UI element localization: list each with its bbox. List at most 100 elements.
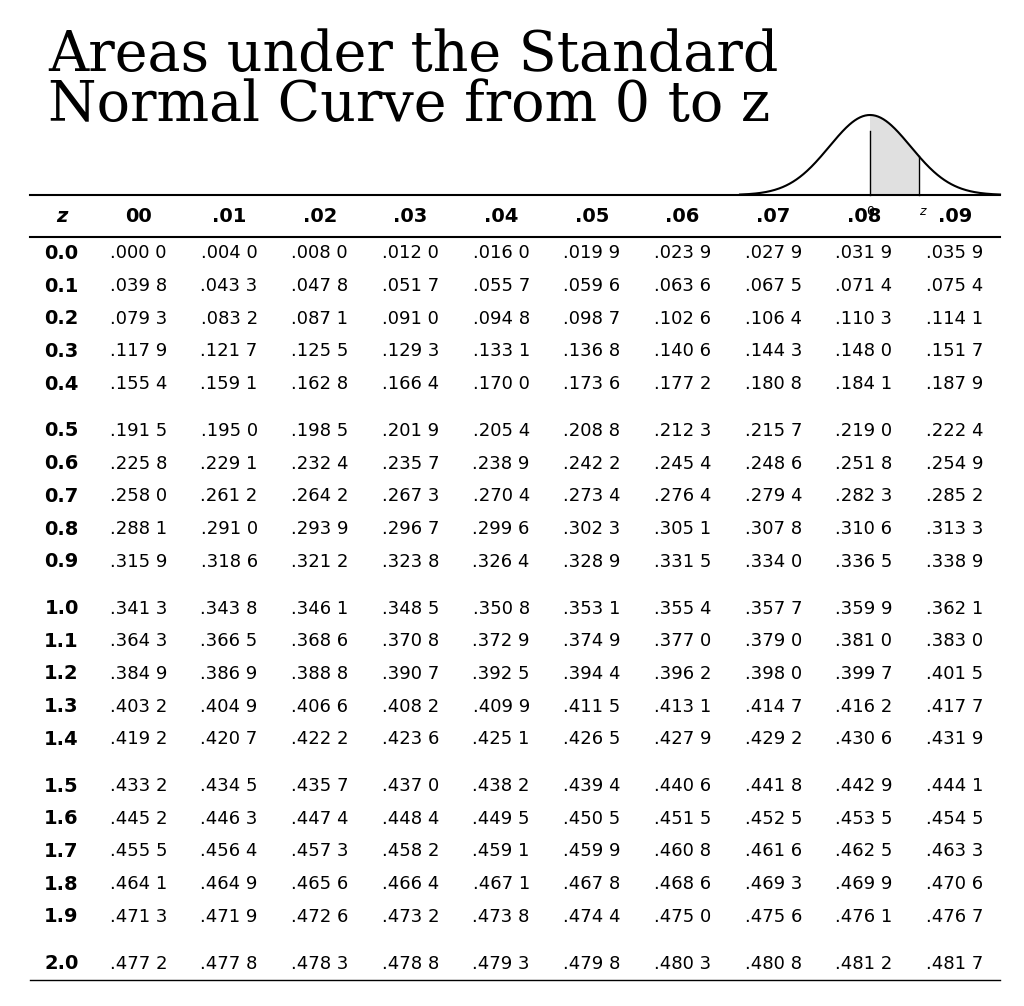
Text: 1.0: 1.0: [44, 599, 79, 618]
Text: .388 8: .388 8: [291, 665, 348, 683]
Text: .425 1: .425 1: [472, 730, 529, 748]
Text: .264 2: .264 2: [291, 487, 348, 505]
Text: .245 4: .245 4: [653, 455, 712, 473]
Text: .059 6: .059 6: [563, 277, 621, 295]
Text: .232 4: .232 4: [291, 455, 348, 473]
Text: .438 2: .438 2: [472, 777, 529, 795]
Text: .071 4: .071 4: [836, 277, 893, 295]
Text: .435 7: .435 7: [291, 777, 348, 795]
Text: .05: .05: [574, 206, 609, 225]
Text: .110 3: .110 3: [836, 310, 893, 328]
Text: .416 2: .416 2: [836, 697, 893, 715]
Text: .004 0: .004 0: [201, 244, 257, 263]
Text: .248 6: .248 6: [744, 455, 802, 473]
Text: .187 9: .187 9: [926, 375, 983, 393]
Text: .019 9: .019 9: [563, 244, 621, 263]
Text: .417 7: .417 7: [926, 697, 983, 715]
Text: .01: .01: [212, 206, 247, 225]
Text: .392 5: .392 5: [472, 665, 530, 683]
Text: .242 2: .242 2: [563, 455, 621, 473]
Text: .448 4: .448 4: [382, 810, 439, 828]
Text: .372 9: .372 9: [472, 632, 530, 650]
Text: .359 9: .359 9: [836, 600, 893, 618]
Text: .381 0: .381 0: [836, 632, 893, 650]
Text: .475 0: .475 0: [654, 908, 712, 926]
Text: .379 0: .379 0: [744, 632, 802, 650]
Text: .420 7: .420 7: [201, 730, 258, 748]
Text: .468 6: .468 6: [654, 875, 711, 893]
Text: .170 0: .170 0: [473, 375, 529, 393]
Text: .318 6: .318 6: [201, 552, 258, 570]
Text: .331 5: .331 5: [654, 552, 712, 570]
Text: .449 5: .449 5: [472, 810, 530, 828]
Text: .133 1: .133 1: [472, 342, 529, 360]
Text: .346 1: .346 1: [291, 600, 348, 618]
Text: .305 1: .305 1: [654, 520, 711, 538]
Text: .476 7: .476 7: [926, 908, 983, 926]
Text: .282 3: .282 3: [836, 487, 893, 505]
Text: .091 0: .091 0: [382, 310, 439, 328]
Text: .355 4: .355 4: [653, 600, 712, 618]
Text: .406 6: .406 6: [291, 697, 348, 715]
Text: .445 2: .445 2: [110, 810, 167, 828]
Text: .323 8: .323 8: [382, 552, 439, 570]
Text: .386 9: .386 9: [201, 665, 258, 683]
Text: .315 9: .315 9: [110, 552, 167, 570]
Text: .184 1: .184 1: [836, 375, 893, 393]
Text: .478 8: .478 8: [382, 955, 439, 973]
Text: .469 9: .469 9: [836, 875, 893, 893]
Text: .466 4: .466 4: [382, 875, 439, 893]
Text: .215 7: .215 7: [744, 422, 802, 440]
Text: 0: 0: [866, 205, 874, 218]
Text: 1.6: 1.6: [44, 809, 79, 828]
Text: .336 5: .336 5: [836, 552, 893, 570]
Text: z: z: [56, 206, 68, 225]
Text: .370 8: .370 8: [382, 632, 439, 650]
Text: .472 6: .472 6: [291, 908, 348, 926]
Text: .208 8: .208 8: [563, 422, 621, 440]
Text: .384 9: .384 9: [110, 665, 167, 683]
Text: .409 9: .409 9: [472, 697, 529, 715]
Text: .434 5: .434 5: [201, 777, 258, 795]
Text: .121 7: .121 7: [201, 342, 258, 360]
Text: .396 2: .396 2: [654, 665, 712, 683]
Text: .399 7: .399 7: [836, 665, 893, 683]
Text: .348 5: .348 5: [382, 600, 439, 618]
Text: .455 5: .455 5: [110, 842, 167, 860]
Text: .442 9: .442 9: [836, 777, 893, 795]
Text: .031 9: .031 9: [836, 244, 893, 263]
Text: .229 1: .229 1: [201, 455, 258, 473]
Text: .310 6: .310 6: [836, 520, 893, 538]
Text: .079 3: .079 3: [110, 310, 167, 328]
Text: .364 3: .364 3: [110, 632, 167, 650]
Text: .411 5: .411 5: [563, 697, 621, 715]
Text: .173 6: .173 6: [563, 375, 621, 393]
Text: .476 1: .476 1: [836, 908, 893, 926]
Text: .307 8: .307 8: [744, 520, 802, 538]
Text: .000 0: .000 0: [111, 244, 167, 263]
Text: .461 6: .461 6: [744, 842, 802, 860]
Text: .457 3: .457 3: [291, 842, 348, 860]
Text: .474 4: .474 4: [563, 908, 621, 926]
Text: .450 5: .450 5: [563, 810, 621, 828]
Text: .383 0: .383 0: [926, 632, 983, 650]
Polygon shape: [870, 115, 919, 195]
Text: .394 4: .394 4: [563, 665, 621, 683]
Text: .04: .04: [484, 206, 518, 225]
Text: .353 1: .353 1: [563, 600, 621, 618]
Text: .087 1: .087 1: [291, 310, 348, 328]
Text: .430 6: .430 6: [836, 730, 893, 748]
Text: .067 5: .067 5: [744, 277, 802, 295]
Text: .195 0: .195 0: [201, 422, 258, 440]
Text: .413 1: .413 1: [654, 697, 712, 715]
Text: .456 4: .456 4: [201, 842, 258, 860]
Text: .288 1: .288 1: [110, 520, 167, 538]
Text: .279 4: .279 4: [744, 487, 802, 505]
Text: .273 4: .273 4: [563, 487, 621, 505]
Text: .106 4: .106 4: [744, 310, 802, 328]
Text: .296 7: .296 7: [382, 520, 439, 538]
Text: .114 1: .114 1: [926, 310, 983, 328]
Text: .267 3: .267 3: [382, 487, 439, 505]
Text: .350 8: .350 8: [473, 600, 529, 618]
Text: .098 7: .098 7: [563, 310, 621, 328]
